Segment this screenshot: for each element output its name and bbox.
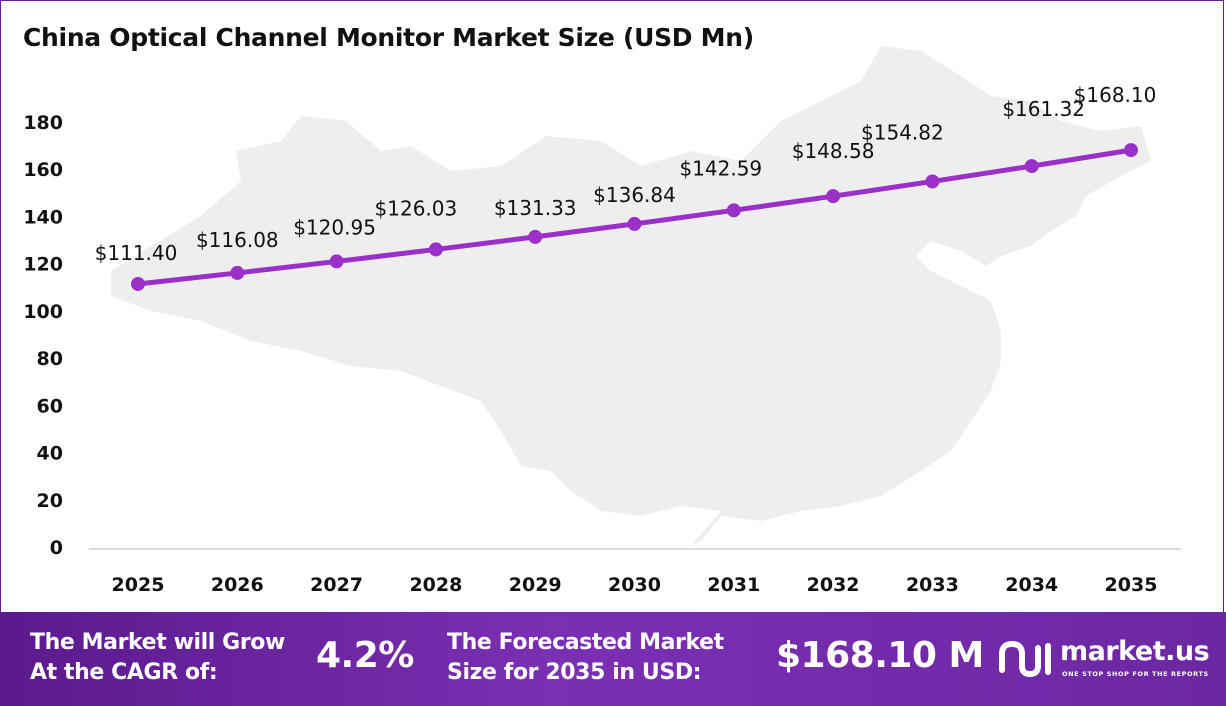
y-tick-label: 0: [50, 537, 63, 559]
y-tick-label: 80: [37, 348, 63, 370]
data-label: $148.58: [792, 139, 875, 163]
data-point: [230, 265, 245, 280]
data-label: $126.03: [375, 196, 458, 220]
data-point: [528, 229, 543, 244]
data-point: [826, 189, 841, 204]
chart-title: China Optical Channel Monitor Market Siz…: [23, 23, 754, 52]
data-label: $116.08: [196, 228, 279, 252]
logo-tagline: ONE STOP SHOP FOR THE REPORTS: [1062, 670, 1209, 678]
x-tick-label: 2033: [906, 574, 959, 596]
data-point: [428, 242, 443, 257]
x-tick-label: 2028: [409, 574, 462, 596]
x-tick-label: 2029: [509, 574, 562, 596]
data-label: $120.95: [293, 215, 376, 239]
y-tick-label: 40: [37, 443, 63, 465]
forecast-label-line1: The Forecasted Market: [447, 630, 724, 655]
data-label: $142.59: [679, 156, 762, 180]
market-us-logo-icon: [999, 640, 1051, 678]
data-label: $154.82: [861, 120, 944, 144]
data-label: $161.32: [1002, 97, 1085, 121]
cagr-label-line1: The Market will Grow: [30, 630, 285, 655]
data-label: $131.33: [494, 196, 577, 220]
data-point: [329, 254, 344, 269]
y-tick-label: 180: [23, 112, 63, 134]
data-point: [925, 174, 940, 189]
market-us-logo: market.us ONE STOP SHOP FOR THE REPORTS: [998, 636, 1220, 686]
x-tick-label: 2030: [608, 574, 661, 596]
forecast-label: The Forecasted Market Size for 2035 in U…: [447, 628, 724, 688]
china-map-silhouette: [111, 46, 1151, 546]
y-tick-label: 160: [23, 159, 63, 181]
footer-banner: The Market will Grow At the CAGR of: 4.2…: [0, 612, 1226, 706]
cagr-label: The Market will Grow At the CAGR of:: [30, 628, 285, 688]
data-label: $136.84: [593, 183, 676, 207]
x-tick-label: 2031: [707, 574, 760, 596]
x-tick-label: 2026: [211, 574, 264, 596]
data-label: $111.40: [95, 241, 178, 265]
x-tick-label: 2025: [112, 574, 165, 596]
x-tick-label: 2032: [807, 574, 860, 596]
x-tick-label: 2034: [1005, 574, 1058, 596]
chart-frame: 0 20 40 60 80 100 120 140 160 180 2025 2026 2027 202…: [0, 0, 1224, 612]
data-point: [726, 203, 741, 218]
chart-canvas: 0 20 40 60 80 100 120 140 160 180 2025 2026 2027 202…: [23, 46, 1181, 596]
cagr-label-line2: At the CAGR of:: [30, 660, 218, 685]
forecast-label-line2: Size for 2035 in USD:: [447, 660, 702, 685]
y-tick-label: 140: [23, 206, 63, 228]
y-tick-label: 100: [23, 301, 63, 323]
y-tick-label: 20: [37, 490, 63, 512]
cagr-value: 4.2%: [316, 635, 414, 676]
data-point: [627, 216, 642, 231]
data-point: [1124, 143, 1138, 158]
data-label: $168.10: [1074, 83, 1157, 107]
data-point: [131, 276, 145, 291]
forecast-value: $168.10 M: [776, 635, 984, 676]
data-point: [1024, 159, 1039, 174]
logo-name: market.us: [1060, 636, 1210, 667]
y-tick-label: 120: [23, 254, 63, 276]
x-tick-label: 2035: [1105, 574, 1158, 596]
x-tick-label: 2027: [310, 574, 363, 596]
y-tick-label: 60: [37, 395, 63, 417]
